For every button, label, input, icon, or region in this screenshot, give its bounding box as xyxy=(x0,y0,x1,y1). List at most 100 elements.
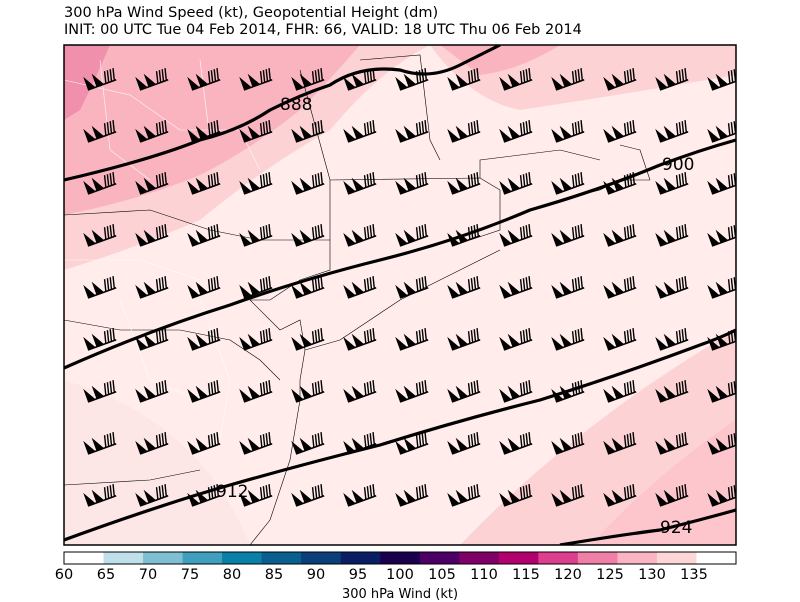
wind-barb xyxy=(291,328,325,351)
wind-barb xyxy=(447,276,481,299)
wind-barb xyxy=(343,172,377,195)
colorbar-tick-label: 110 xyxy=(470,567,498,583)
wind-barb xyxy=(135,276,169,299)
wind-barb xyxy=(707,485,736,507)
wind-barb xyxy=(447,68,481,91)
wind-barb xyxy=(83,224,117,247)
wind-barb xyxy=(239,224,273,247)
wind-barb xyxy=(187,432,221,455)
colorbar-swatch xyxy=(577,552,618,564)
wind-barb xyxy=(135,172,169,195)
wind-barb xyxy=(395,172,429,195)
shading-sw xyxy=(64,380,250,545)
map-title: 300 hPa Wind Speed (kt), Geopotential He… xyxy=(64,5,439,21)
wind-barb xyxy=(655,432,689,455)
wind-barb xyxy=(83,172,117,195)
wind-barb xyxy=(499,484,533,507)
colorbar-swatch xyxy=(222,552,263,564)
wind-barb xyxy=(447,484,481,507)
wind-barb xyxy=(603,120,637,143)
wind-barb xyxy=(551,276,585,299)
wind-barb xyxy=(499,68,533,91)
wind-barb xyxy=(499,120,533,143)
wind-barb xyxy=(447,120,481,143)
wind-barb xyxy=(239,120,273,143)
wind-barb xyxy=(499,380,533,403)
wind-barb xyxy=(239,172,273,195)
wind-barb xyxy=(239,328,273,351)
wind-barb xyxy=(83,68,117,91)
colorbar-tick-label: 115 xyxy=(512,567,540,583)
wind-barb xyxy=(239,484,273,507)
wind-barb xyxy=(343,68,377,91)
wind-barb xyxy=(655,172,689,195)
wind-barb xyxy=(395,380,429,403)
wind-barb xyxy=(343,276,377,299)
colorbar-swatch xyxy=(617,552,658,564)
map-frame xyxy=(63,44,737,546)
wind-barb xyxy=(499,432,533,455)
wind-barb xyxy=(135,120,169,143)
wind-barb xyxy=(187,484,221,507)
contour-label-888: 888 xyxy=(280,95,312,115)
wind-barb xyxy=(551,328,585,351)
wind-barb xyxy=(551,224,585,247)
shading-ne2 xyxy=(440,45,560,75)
wind-barb xyxy=(83,276,117,299)
wind-barb xyxy=(187,224,221,247)
wind-barb xyxy=(603,484,637,507)
wind-barb xyxy=(83,432,117,455)
wind-barb xyxy=(83,484,117,507)
wind-barb xyxy=(291,172,325,195)
colorbar-tick-label: 100 xyxy=(386,567,414,583)
wind-barb xyxy=(187,328,221,351)
wind-barb xyxy=(135,68,169,91)
wind-barb xyxy=(343,432,377,455)
wind-barb xyxy=(447,172,481,195)
wind-barb xyxy=(135,432,169,455)
wind-barb xyxy=(395,224,429,247)
wind-barb xyxy=(135,380,169,403)
colorbar-tick-label: 135 xyxy=(680,567,708,583)
colorbar-swatch xyxy=(340,552,381,564)
colorbar-swatch xyxy=(301,552,342,564)
wind-barb xyxy=(135,484,169,507)
wind-barb xyxy=(707,225,736,247)
colorbar-swatch xyxy=(656,552,697,564)
colorbar-swatch xyxy=(64,552,105,564)
wind-barb xyxy=(499,276,533,299)
colorbar-swatch xyxy=(103,552,144,564)
wind-barb xyxy=(655,328,689,351)
wind-barb xyxy=(291,276,325,299)
colorbar-swatch xyxy=(419,552,460,564)
contour-label-900: 900 xyxy=(662,155,694,175)
colorbar-tick-label: 70 xyxy=(138,567,158,583)
wind-barb xyxy=(187,68,221,91)
colorbar-tick-label: 65 xyxy=(96,567,116,583)
wind-barb xyxy=(343,484,377,507)
wind-barb xyxy=(551,432,585,455)
wind-barb xyxy=(395,484,429,507)
wind-barb xyxy=(343,380,377,403)
wind-barb xyxy=(395,120,429,143)
contour-label-924: 924 xyxy=(660,518,692,538)
map-subtitle: INIT: 00 UTC Tue 04 Feb 2014, FHR: 66, V… xyxy=(64,22,582,38)
wind-barb xyxy=(447,224,481,247)
wind-barb xyxy=(239,68,273,91)
wind-barb xyxy=(343,224,377,247)
contour-924 xyxy=(559,508,736,545)
wind-barb xyxy=(187,276,221,299)
wind-barb xyxy=(239,276,273,299)
wind-barb xyxy=(655,276,689,299)
contour-labels: 888 900 912 924 xyxy=(216,95,694,538)
wind-barb xyxy=(551,120,585,143)
map-area xyxy=(64,45,736,545)
contour-900 xyxy=(64,138,736,370)
colorbar-tick-label: 125 xyxy=(596,567,624,583)
colorbar-tick-label: 95 xyxy=(348,567,368,583)
colorbar xyxy=(64,552,737,564)
colorbar-tick-label: 120 xyxy=(554,567,582,583)
colorbar-tick-label: 90 xyxy=(306,567,326,583)
colorbar-tick-label: 105 xyxy=(428,567,456,583)
